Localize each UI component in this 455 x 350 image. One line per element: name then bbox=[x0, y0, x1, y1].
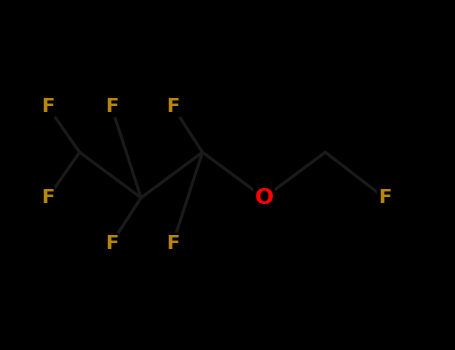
Text: F: F bbox=[166, 234, 180, 253]
Text: F: F bbox=[378, 188, 391, 207]
Text: F: F bbox=[105, 97, 118, 116]
Text: F: F bbox=[166, 97, 180, 116]
Text: O: O bbox=[254, 188, 273, 208]
Text: F: F bbox=[41, 97, 55, 116]
Text: F: F bbox=[41, 188, 55, 207]
Text: F: F bbox=[105, 234, 118, 253]
